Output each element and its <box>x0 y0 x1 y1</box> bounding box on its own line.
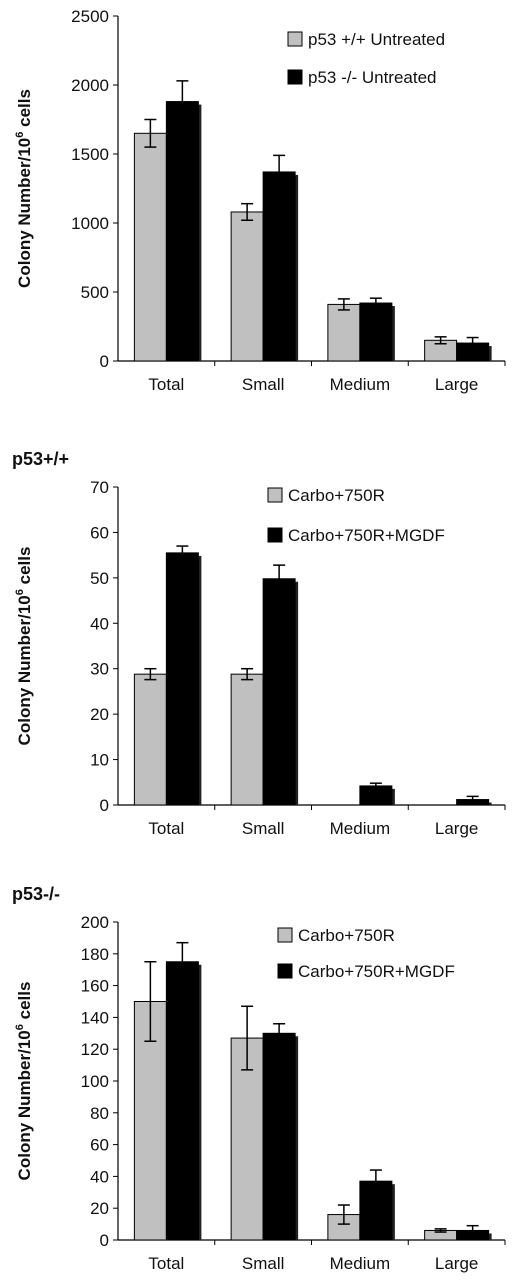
panel-title: p53+/+ <box>12 449 69 469</box>
legend-label: p53 +/+ Untreated <box>308 30 445 49</box>
legend-label: Carbo+750R+MGDF <box>298 962 455 981</box>
bar-gray <box>327 303 361 362</box>
y-tick-label: 30 <box>90 660 109 679</box>
y-tick-label: 140 <box>81 1008 109 1027</box>
bar-black <box>359 302 393 362</box>
legend-label: Carbo+750R <box>298 926 395 945</box>
y-axis-label: Colony Number/106 cells <box>14 982 34 1181</box>
x-tick-label: Total <box>148 819 184 838</box>
legend-swatch <box>277 963 293 979</box>
y-tick-label: 0 <box>100 352 109 371</box>
y-tick-label: 10 <box>90 751 109 770</box>
y-tick-label: 180 <box>81 945 109 964</box>
y-tick-label: 1500 <box>71 145 109 164</box>
chart-2: p53+/+ Colony Number/106 cells 0 10 20 30 40 50… <box>12 449 506 838</box>
x-tick-label: Large <box>435 1254 478 1273</box>
y-tick-label: 1000 <box>71 214 109 233</box>
legend-label: Carbo+750R+MGDF <box>288 526 445 545</box>
y-tick-label: 20 <box>90 705 109 724</box>
y-tick-label: 60 <box>90 1136 109 1155</box>
x-tick-label: Large <box>435 375 478 394</box>
x-tick-label: Total <box>148 1254 184 1273</box>
bar-black <box>262 578 296 806</box>
legend-swatch <box>277 927 293 943</box>
x-tick-label: Small <box>242 375 285 394</box>
x-tick-label: Medium <box>330 375 390 394</box>
bar-gray <box>133 673 167 806</box>
x-tick-label: Small <box>242 1254 285 1273</box>
y-axis-label: Colony Number/106 cells <box>14 89 34 288</box>
y-tick-label: 80 <box>90 1104 109 1123</box>
chart-1: Colony Number/106 cells 0 500 1000 1500 2000 2… <box>14 7 506 394</box>
y-tick-label: 2000 <box>71 76 109 95</box>
y-tick-label: 20 <box>90 1199 109 1218</box>
y-tick-label: 200 <box>81 913 109 932</box>
y-tick-label: 160 <box>81 977 109 996</box>
x-tick-label: Small <box>242 819 285 838</box>
x-tick-label: Medium <box>330 1254 390 1273</box>
bar-black <box>262 171 296 362</box>
bar-black <box>165 961 199 1241</box>
legend-label: p53 -/- Untreated <box>308 68 437 87</box>
panel-title: p53-/- <box>12 884 60 904</box>
y-tick-label: 60 <box>90 523 109 542</box>
bar-gray <box>230 1037 264 1241</box>
y-tick-label: 50 <box>90 569 109 588</box>
legend-swatch <box>267 527 283 543</box>
y-tick-label: 0 <box>100 796 109 815</box>
y-tick-label: 40 <box>90 1167 109 1186</box>
y-tick-label: 2500 <box>71 7 109 26</box>
bar-black <box>165 101 199 362</box>
bar-gray <box>133 132 167 362</box>
bar-gray <box>230 211 264 362</box>
bar-black <box>262 1032 296 1241</box>
x-tick-label: Total <box>148 375 184 394</box>
y-tick-label: 0 <box>100 1231 109 1250</box>
legend-swatch <box>287 69 303 85</box>
y-tick-label: 70 <box>90 478 109 497</box>
legend-label: Carbo+750R <box>288 486 385 505</box>
x-tick-label: Large <box>435 819 478 838</box>
y-tick-label: 120 <box>81 1040 109 1059</box>
y-tick-label: 40 <box>90 614 109 633</box>
y-axis-label: Colony Number/106 cells <box>14 547 34 746</box>
bar-gray <box>230 673 264 806</box>
y-tick-label: 500 <box>81 283 109 302</box>
chart-3: p53-/- Colony Number/106 cells 0 20 40 60 80 10… <box>12 884 506 1273</box>
y-tick-label: 100 <box>81 1072 109 1091</box>
bar-black <box>165 552 199 806</box>
legend-swatch <box>267 487 283 503</box>
x-tick-label: Medium <box>330 819 390 838</box>
legend-swatch <box>287 31 303 47</box>
